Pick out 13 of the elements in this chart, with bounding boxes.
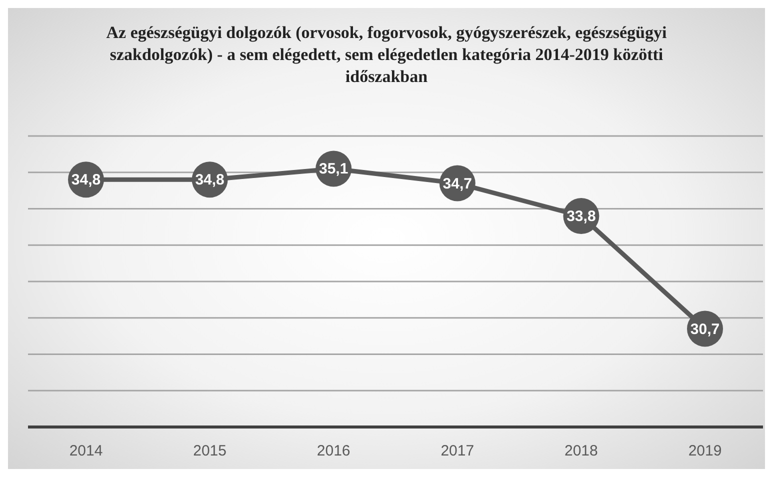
- x-tick-label: 2016: [316, 442, 350, 460]
- data-label: 33,8: [566, 208, 596, 226]
- x-tick-label: 2017: [440, 442, 474, 460]
- data-label: 34,8: [195, 172, 224, 189]
- data-label: 34,7: [442, 175, 472, 192]
- x-tick-label: 2018: [564, 442, 598, 460]
- chart-title: Az egészségügyi dolgozók (orvosok, fogorvosok, gyógyszerészek, egészségügyi szakdolgozók) - a sem elégedett, sem elégedetlen kategória 2014-2019 közötti időszakban: [105, 22, 668, 88]
- data-label: 34,8: [71, 172, 101, 189]
- x-tick-label: 2015: [193, 442, 226, 460]
- x-tick-label: 2019: [688, 442, 722, 460]
- x-tick-label: 2014: [69, 442, 103, 460]
- data-label: 30,7: [690, 320, 720, 338]
- data-label: 35,1: [319, 160, 348, 178]
